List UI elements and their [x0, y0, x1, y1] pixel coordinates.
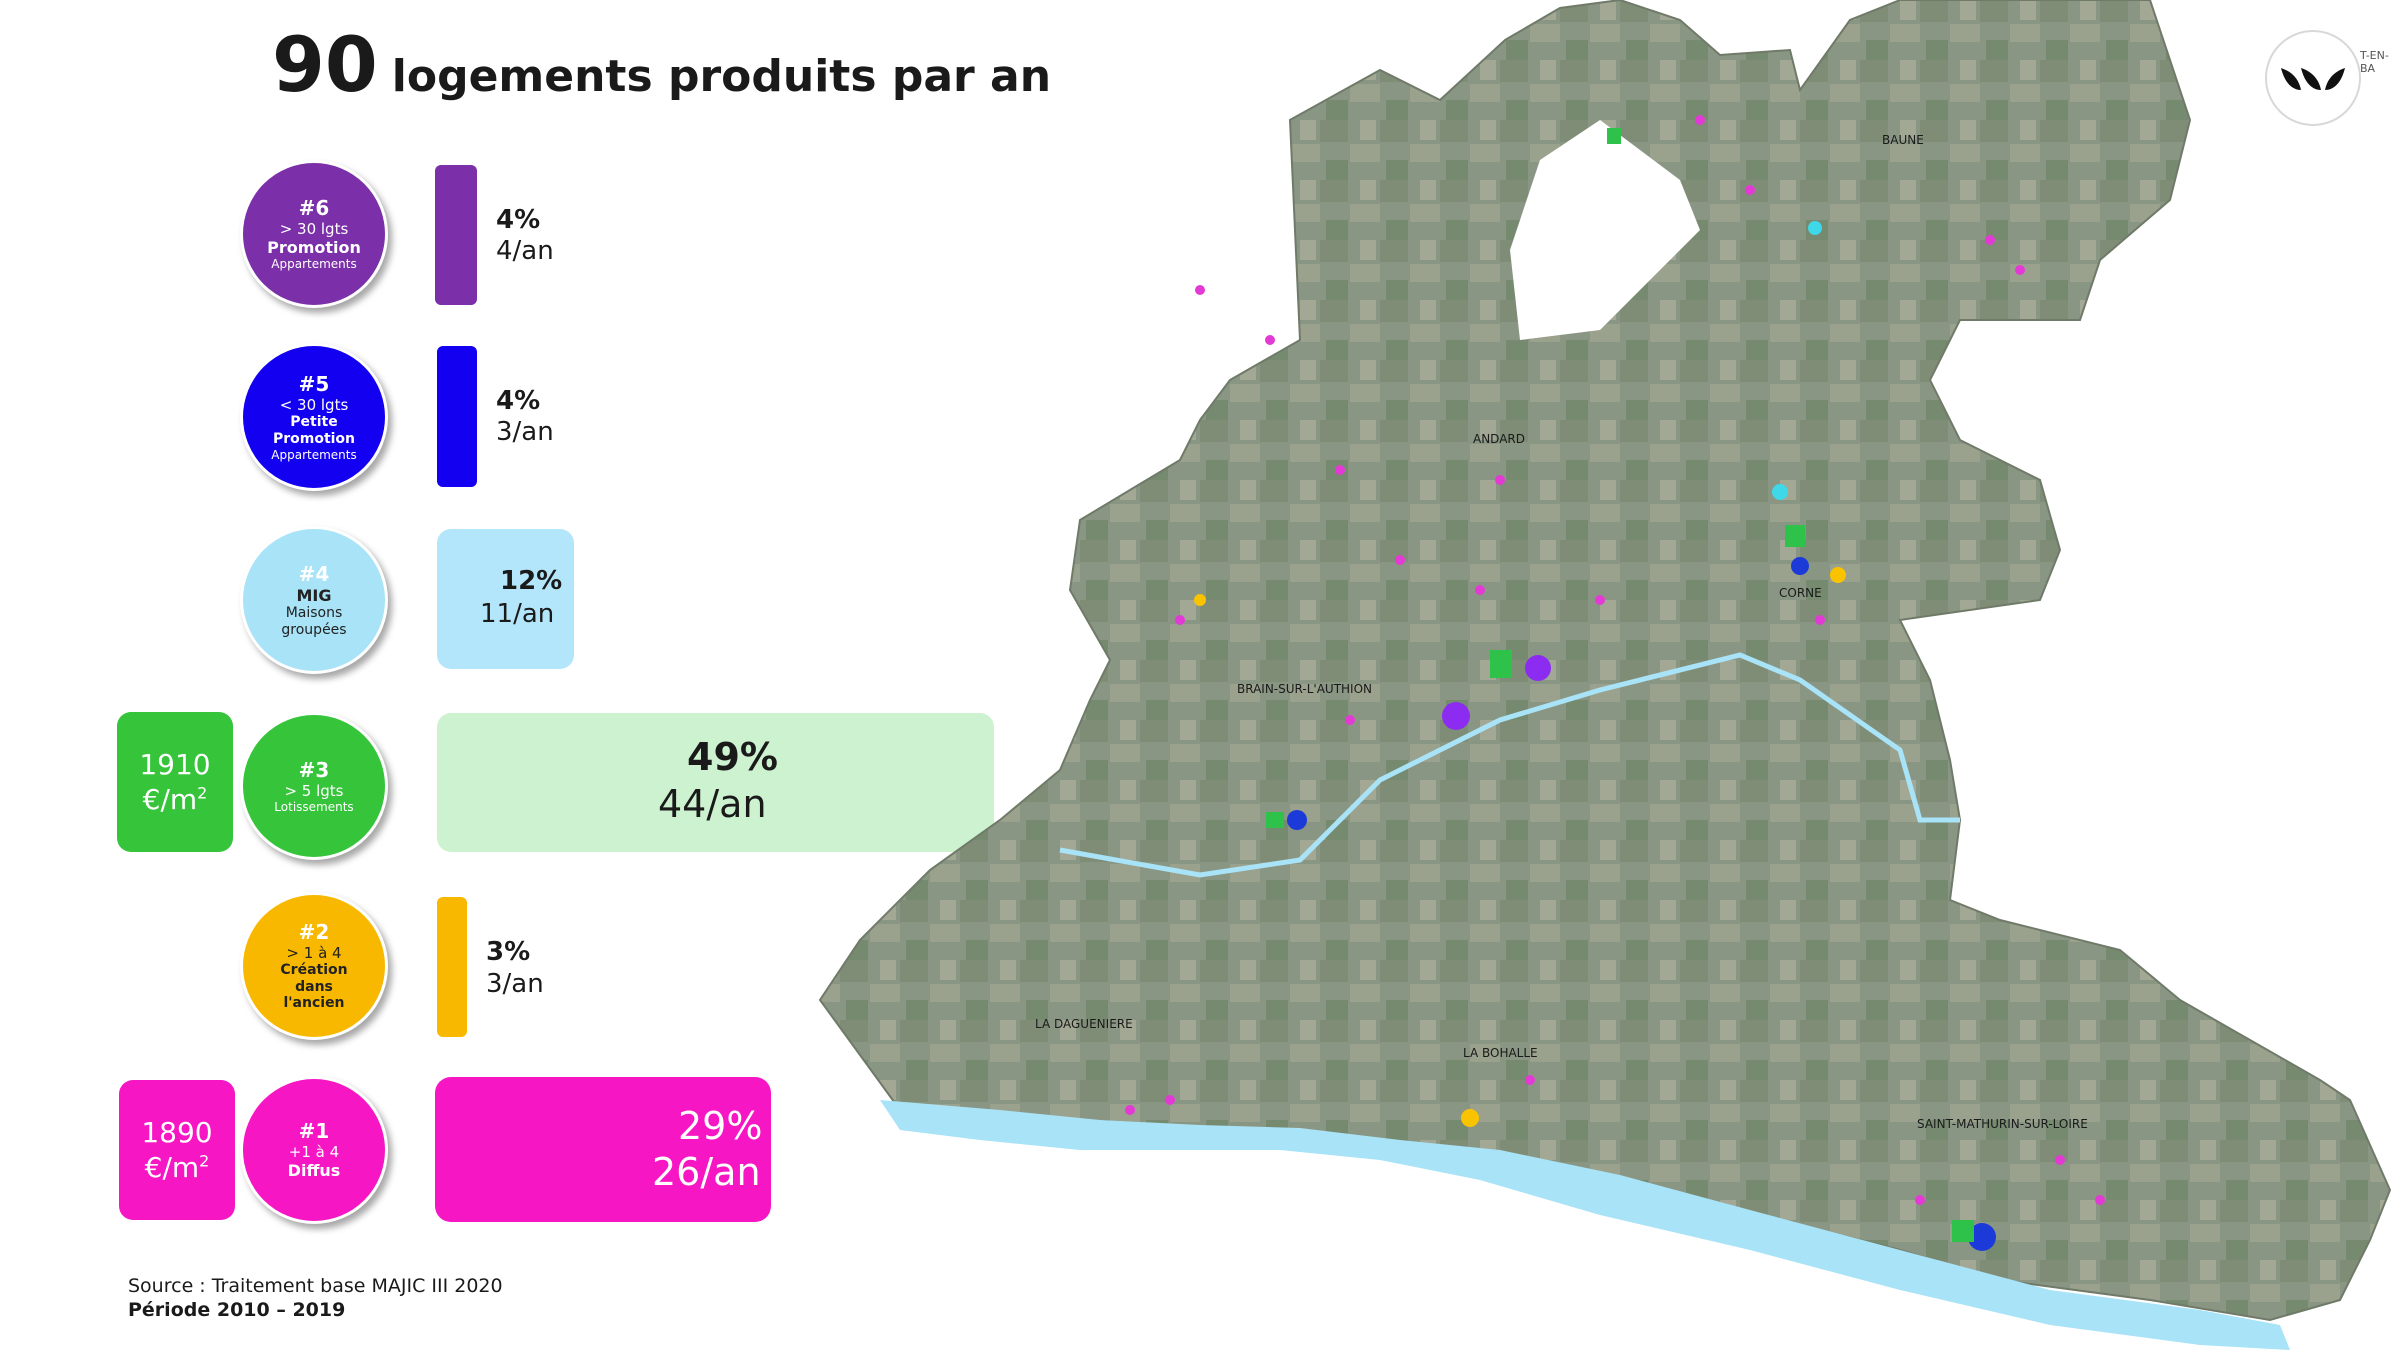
price-value: 1910 [139, 748, 211, 781]
title-value: 90 [272, 20, 378, 109]
logo-cut-text: T-EN-BA [2360, 49, 2389, 75]
category-size: > 5 lgts [284, 781, 344, 800]
bar-label-percent: 49% [687, 735, 778, 779]
category-circle-1: #1 +1 à 4 Diffus [240, 1076, 388, 1224]
category-rank: #4 [298, 561, 330, 586]
category-subtype: Maisons groupées [281, 604, 347, 638]
map-label-andard: ANDARD [1473, 432, 1525, 446]
category-rank: #2 [298, 919, 330, 944]
authion-river [1059, 652, 1960, 878]
bar-label-per-year: 3/an [496, 417, 554, 447]
bar-label-percent: 4% [496, 205, 541, 235]
category-size: +1 à 4 [288, 1143, 340, 1162]
category-circle-3: #3 > 5 lgts Lotissements [240, 712, 388, 860]
loire-river [880, 1100, 2290, 1350]
bar-label-per-year: 3/an [486, 969, 544, 999]
price-box-lotissements: 1910 €/m2 [117, 712, 233, 852]
bar-mig [437, 529, 574, 669]
map-label-baune: BAUNE [1882, 133, 1924, 147]
map-label-bohalle: LA BOHALLE [1463, 1046, 1538, 1060]
category-type: Promotion [267, 238, 361, 258]
map-label-saint-mathurin: SAINT-MATHURIN-SUR-LOIRE [1917, 1117, 2088, 1131]
bar-diffus [435, 1077, 771, 1222]
category-subtype: Lotissements [274, 799, 354, 814]
bar-label-percent: 4% [496, 386, 541, 416]
bar-label-per-year: 11/an [480, 599, 555, 629]
bar-label-per-year: 44/an [658, 782, 767, 826]
bar-label-percent: 29% [678, 1104, 763, 1148]
development-markers [1125, 115, 2105, 1251]
price-value: 1890 [141, 1116, 213, 1149]
bar-label-per-year: 4/an [496, 236, 554, 266]
three-leaves-icon [2265, 30, 2361, 126]
category-circle-6: #6 > 30 lgts Promotion Appartements [240, 160, 388, 308]
price-unit: €/m2 [144, 1151, 210, 1184]
category-subtype: Appartements [271, 447, 357, 462]
source-line: Source : Traitement base MAJIC III 2020 [128, 1275, 503, 1297]
category-rank: #1 [298, 1119, 330, 1144]
category-type: Diffus [287, 1161, 341, 1181]
bar-creation-ancien [437, 897, 467, 1037]
category-rank: #6 [298, 196, 330, 221]
bar-lotissements [437, 713, 994, 852]
map-label-corne: CORNE [1779, 586, 1822, 600]
page-title: 90 logements produits par an [272, 20, 1051, 109]
bar-petite-promotion [437, 346, 477, 487]
category-rank: #5 [298, 372, 330, 396]
price-box-diffus: 1890 €/m2 [119, 1080, 235, 1220]
map-label-brain: BRAIN-SUR-L'AUTHION [1237, 682, 1372, 696]
category-rank: #3 [298, 757, 330, 782]
category-size: > 30 lgts [279, 220, 349, 239]
category-type: MIG [296, 585, 332, 605]
territory-land [818, 0, 2392, 1322]
bar-label-percent: 12% [500, 566, 563, 596]
category-circle-2: #2 > 1 à 4 Création dans l'ancien [240, 892, 388, 1040]
source-note: Source : Traitement base MAJIC III 2020 … [128, 1275, 503, 1323]
bar-label-per-year: 26/an [652, 1150, 761, 1194]
period-line: Période 2010 – 2019 [128, 1298, 346, 1321]
category-circle-5: #5 < 30 lgts Petite Promotion Appartemen… [240, 343, 388, 491]
bar-label-percent: 3% [486, 937, 531, 967]
category-type: Petite Promotion [272, 414, 356, 447]
hole-excluded-zone [1510, 120, 1700, 340]
category-type: Création dans l'ancien [280, 961, 348, 1012]
price-unit: €/m2 [142, 783, 208, 816]
title-text: logements produits par an [391, 51, 1052, 102]
category-size: < 30 lgts [279, 396, 349, 414]
category-circle-4: #4 MIG Maisons groupées [240, 526, 388, 674]
map-label-daguenere: LA DAGUENIERE [1035, 1017, 1133, 1031]
category-size: > 1 à 4 [286, 943, 342, 962]
category-subtype: Appartements [271, 257, 357, 272]
bar-promotion [435, 165, 477, 305]
